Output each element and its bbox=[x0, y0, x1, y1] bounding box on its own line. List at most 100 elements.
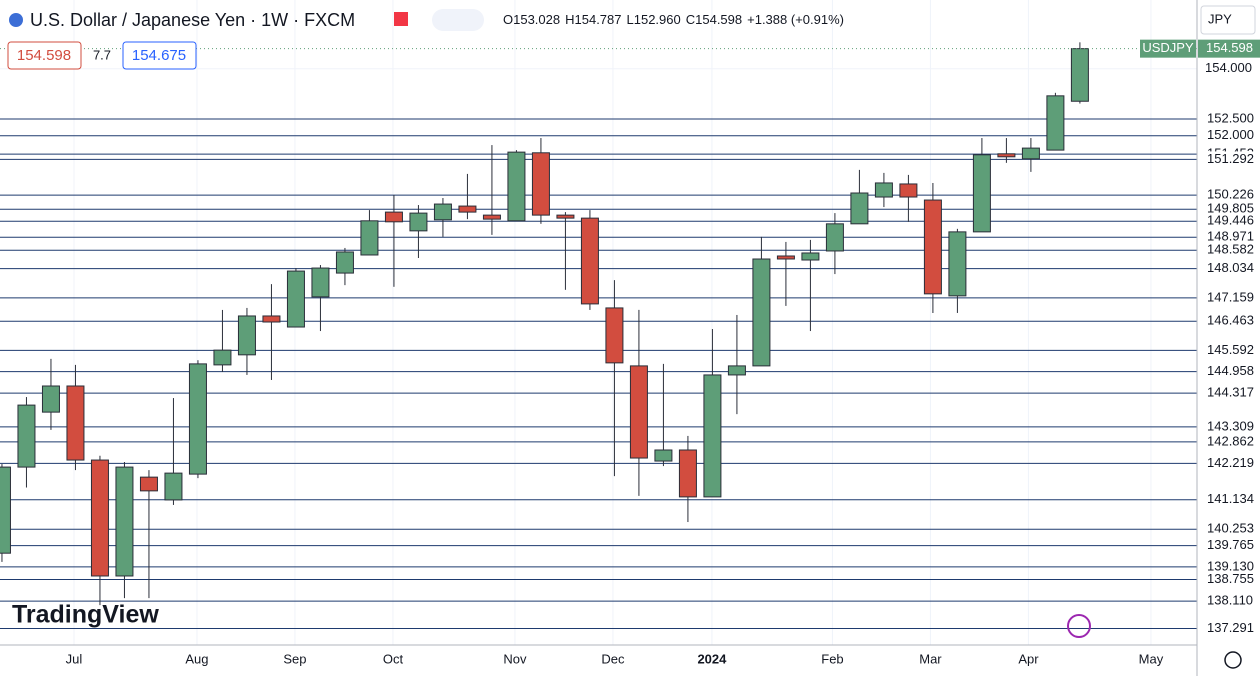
level-label-bg bbox=[1198, 342, 1260, 359]
level-label-bg bbox=[1198, 187, 1260, 204]
symbol-label-bg bbox=[1140, 39, 1196, 58]
level-label-bg bbox=[1198, 242, 1260, 259]
level-label-bg bbox=[1198, 418, 1260, 435]
symbol-label: USDJPY bbox=[1142, 40, 1194, 55]
candle-body bbox=[972, 154, 991, 233]
level-label-bg bbox=[1198, 491, 1260, 508]
candle-body bbox=[948, 231, 967, 297]
last-price-bg bbox=[1198, 39, 1260, 58]
candle-body bbox=[1070, 48, 1089, 102]
ohlc-legend: O153.028 H154.787 L152.960 C154.598 +1.388 (… bbox=[503, 12, 844, 27]
level-label: 149.805 bbox=[1207, 201, 1254, 216]
level-label: 141.134 bbox=[1207, 491, 1254, 506]
candle-body bbox=[1021, 147, 1040, 160]
candle-body bbox=[605, 307, 624, 364]
level-label-bg bbox=[1198, 620, 1260, 637]
buy-price[interactable]: 154.675 bbox=[132, 47, 186, 64]
candle-body bbox=[923, 199, 942, 295]
level-label: 146.463 bbox=[1207, 313, 1254, 328]
candle-body bbox=[776, 255, 795, 260]
candle-body bbox=[213, 349, 232, 366]
title: U.S. Dollar / Japanese Yen · 1W · FXCM bbox=[30, 10, 355, 30]
ohlc-item: C154.598 bbox=[686, 12, 742, 27]
buy-badge[interactable] bbox=[122, 41, 197, 70]
candle-body bbox=[874, 182, 893, 198]
level-label-bg bbox=[1198, 289, 1260, 306]
candle-body bbox=[629, 365, 648, 459]
level-label: 138.755 bbox=[1207, 571, 1254, 586]
candle-body bbox=[458, 205, 477, 213]
x-tick-label: Aug bbox=[185, 651, 208, 666]
level-label-bg bbox=[1198, 433, 1260, 450]
candle-body bbox=[335, 251, 354, 274]
level-label: 139.130 bbox=[1207, 558, 1254, 573]
candle-body bbox=[801, 252, 820, 261]
candle-body bbox=[237, 315, 256, 356]
candle-body bbox=[654, 449, 673, 462]
level-label: 138.110 bbox=[1207, 593, 1253, 608]
candle-body bbox=[433, 203, 452, 221]
x-tick-label: Sep bbox=[283, 651, 306, 666]
x-tick-label: Feb bbox=[821, 651, 843, 666]
candle-body bbox=[580, 217, 599, 305]
x-tick-label: Mar bbox=[919, 651, 942, 666]
candle-body bbox=[850, 192, 869, 225]
level-label-bg bbox=[1198, 593, 1260, 610]
candle-body bbox=[727, 365, 746, 376]
plot bbox=[0, 0, 1197, 645]
candle-body bbox=[360, 220, 379, 256]
currency-button[interactable] bbox=[1200, 5, 1256, 35]
level-label-bg bbox=[1198, 521, 1260, 538]
currency[interactable]: JPY bbox=[1208, 11, 1232, 26]
y-tick-label: 154.000 bbox=[1205, 60, 1252, 75]
candle-body bbox=[507, 151, 526, 222]
level-label-bg bbox=[1198, 571, 1260, 588]
level-label: 137.291 bbox=[1207, 620, 1254, 635]
level-label: 150.226 bbox=[1207, 187, 1254, 202]
level-label-bg bbox=[1198, 558, 1260, 575]
level-label: 142.219 bbox=[1207, 455, 1254, 470]
level-label: 148.971 bbox=[1207, 229, 1254, 244]
candle-body bbox=[482, 214, 501, 220]
x-tick-label: 2024 bbox=[697, 651, 727, 666]
candle-body bbox=[115, 466, 134, 577]
x-tick-label: Apr bbox=[1018, 651, 1039, 666]
candle-body bbox=[531, 152, 550, 216]
level-label: 139.765 bbox=[1207, 537, 1254, 552]
x-tick-label: Nov bbox=[503, 651, 527, 666]
candle-body bbox=[384, 211, 403, 223]
level-label: 143.309 bbox=[1207, 418, 1254, 433]
ohlc-item: L152.960 bbox=[627, 12, 681, 27]
level-label: 142.862 bbox=[1207, 433, 1254, 448]
ohlc-item: +1.388 (+0.91%) bbox=[747, 12, 844, 27]
level-label: 149.446 bbox=[1207, 213, 1254, 228]
indicator-toggle[interactable] bbox=[432, 9, 484, 31]
level-label: 148.034 bbox=[1207, 260, 1254, 275]
ohlc-item: H154.787 bbox=[565, 12, 621, 27]
sell-badge[interactable] bbox=[7, 41, 82, 70]
candle-body bbox=[997, 153, 1016, 158]
candle-body bbox=[0, 466, 11, 554]
candle-body bbox=[139, 476, 158, 492]
level-label-bg bbox=[1198, 229, 1260, 246]
level-label: 151.292 bbox=[1207, 151, 1254, 166]
candle-body bbox=[164, 472, 183, 501]
ohlc-item: O153.028 bbox=[503, 12, 560, 27]
level-label-bg bbox=[1198, 110, 1260, 127]
level-label-bg bbox=[1198, 363, 1260, 380]
candle-body bbox=[409, 212, 428, 232]
candle-body bbox=[66, 385, 85, 461]
candle-body bbox=[41, 385, 60, 413]
sell-price[interactable]: 154.598 bbox=[17, 47, 71, 64]
level-label: 152.000 bbox=[1207, 127, 1254, 142]
last-price-label: 154.598 bbox=[1206, 40, 1253, 55]
candle-body bbox=[1046, 95, 1065, 151]
x-tick-label: Jul bbox=[66, 651, 83, 666]
alert-icon[interactable] bbox=[1067, 614, 1091, 638]
level-label-bg bbox=[1198, 537, 1260, 554]
settings-icon[interactable] bbox=[1224, 651, 1242, 669]
level-label: 148.582 bbox=[1207, 242, 1254, 257]
candle-body bbox=[678, 449, 697, 498]
level-label: 144.317 bbox=[1207, 385, 1254, 400]
candle-body bbox=[825, 223, 844, 252]
